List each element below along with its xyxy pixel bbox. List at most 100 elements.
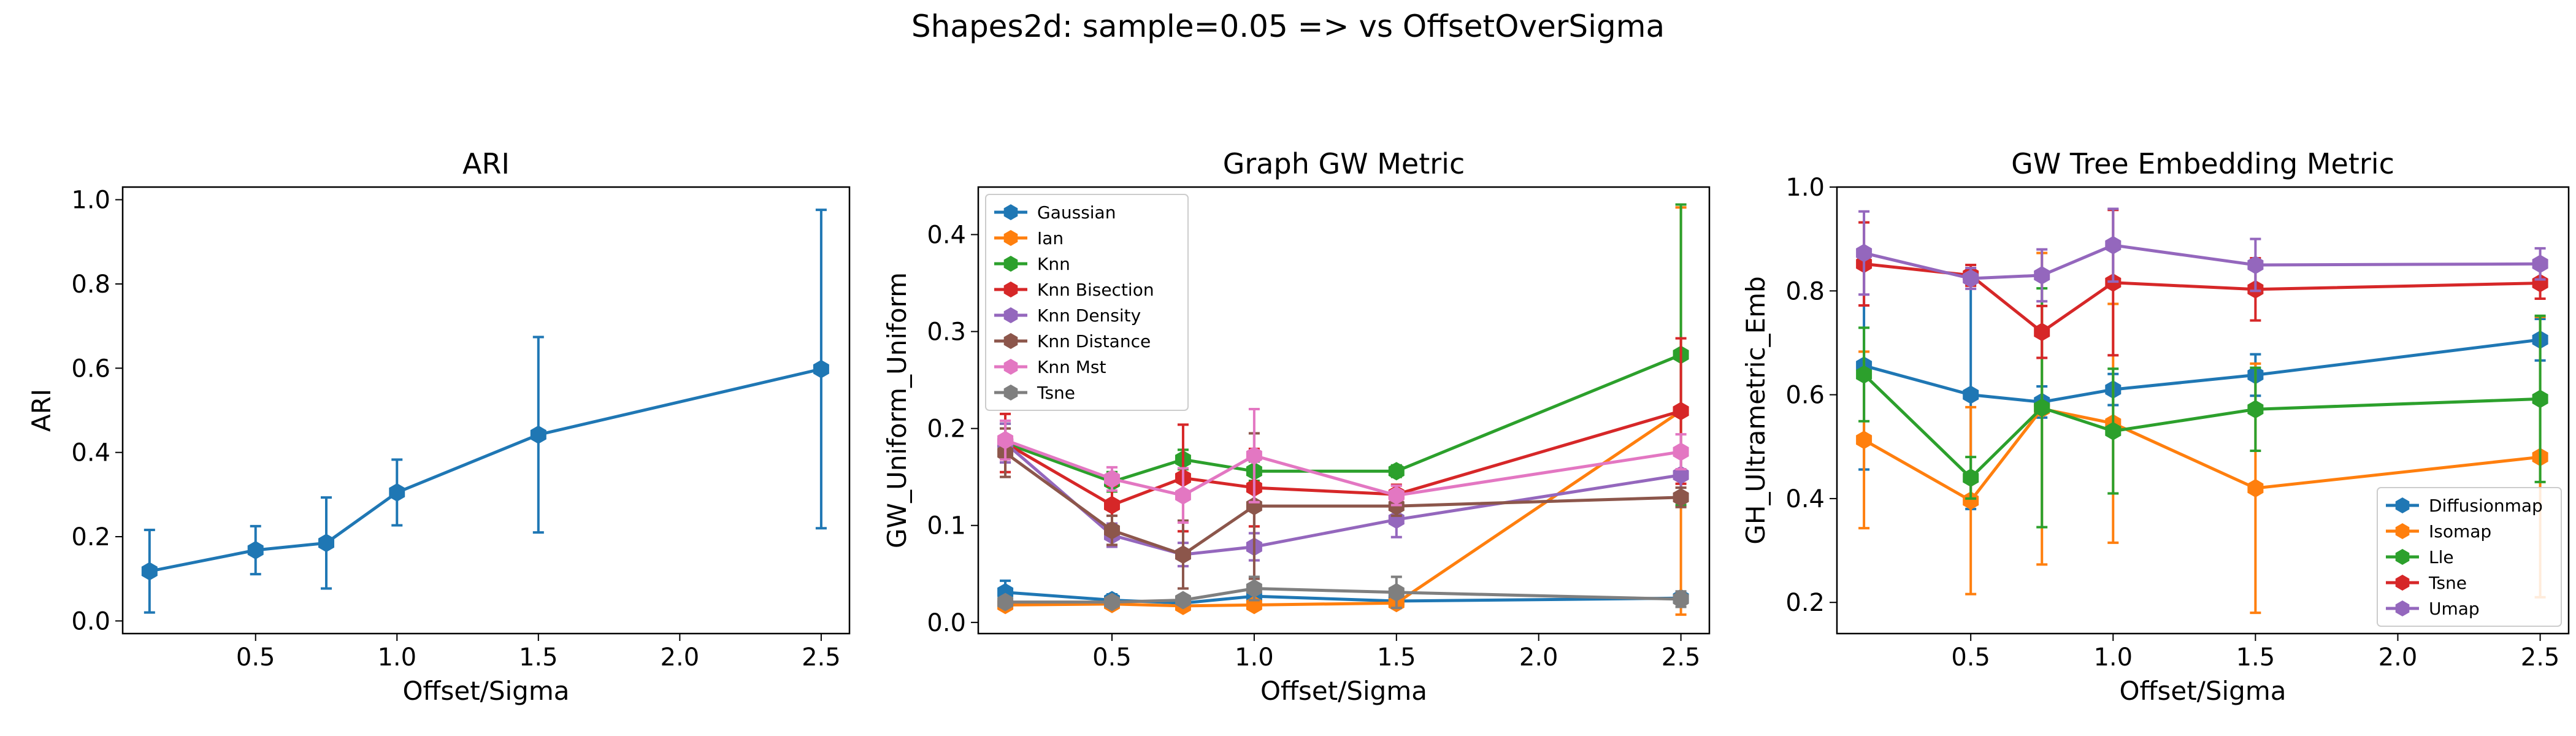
subplot-3: GW Tree Embedding Metric 0.5 1.0 1.5 2.0 2.5 0… xyxy=(1741,147,2570,706)
legend-swatch-marker xyxy=(1003,256,1018,272)
legend-item: Knn Bisection xyxy=(994,280,1154,300)
data-point xyxy=(1673,589,1689,608)
data-point xyxy=(1246,446,1262,465)
x-tick-label: 2.5 xyxy=(2521,643,2560,672)
data-point xyxy=(1963,469,1979,487)
legend-label: Gaussian xyxy=(1037,202,1116,223)
x-tick-label: 1.0 xyxy=(2093,643,2133,672)
y-tick-label: 0.4 xyxy=(1785,485,1825,513)
data-point xyxy=(2105,236,2122,255)
series-knn-distance xyxy=(997,427,1689,590)
x-tick-label: 0.5 xyxy=(1951,643,1990,672)
legend: Diffusionmap Isomap Lle Tsne Umap xyxy=(2377,487,2562,627)
data-point xyxy=(1104,521,1120,540)
x-axis-label: Offset/Sigma xyxy=(2120,676,2287,706)
subplots: ARI 0.5 1.0 1.5 2.0 2.5 0.0 0.2 0.4 0.6 0.8 1.0 Offs… xyxy=(26,147,2570,706)
legend-item: Knn Mst xyxy=(994,357,1106,377)
data-point xyxy=(997,431,1014,450)
data-point xyxy=(2034,398,2050,417)
data-point xyxy=(2532,255,2548,274)
data-point xyxy=(2105,421,2122,440)
y-tick-label: 0.4 xyxy=(71,439,110,467)
legend-label: Knn Bisection xyxy=(1037,280,1154,300)
legend-swatch-marker xyxy=(1003,385,1018,401)
y-tick-label: 1.0 xyxy=(1785,174,1825,202)
y-tick-label: 0.2 xyxy=(71,523,110,551)
data-point xyxy=(1388,462,1405,481)
data-point xyxy=(2247,479,2264,497)
figure-suptitle: Shapes2d: sample=0.05 => vs OffsetOverSi… xyxy=(911,9,1665,44)
data-point xyxy=(1175,591,1191,610)
series-umap xyxy=(1856,207,2548,303)
y-axis-label: ARI xyxy=(26,389,56,432)
y-tick-label: 0.8 xyxy=(1785,277,1825,305)
y-axis-label: GW_Uniform_Uniform xyxy=(882,272,912,548)
legend-label: Diffusionmap xyxy=(2429,496,2543,516)
plot-area xyxy=(1856,207,2548,615)
series-tsne xyxy=(997,575,1689,611)
legend-label: Knn Mst xyxy=(1037,357,1106,377)
series-line xyxy=(1005,353,1682,484)
series-line xyxy=(1004,409,1682,507)
y-tick-label: 0.8 xyxy=(71,270,110,299)
x-tick-label: 0.5 xyxy=(236,643,275,672)
series-line xyxy=(1005,591,1681,605)
series-lle xyxy=(1856,287,2548,529)
data-point xyxy=(1104,469,1120,488)
x-tick-label: 1.0 xyxy=(1235,643,1274,672)
legend-item: Lle xyxy=(2386,547,2454,567)
legend-item: Tsne xyxy=(2386,573,2467,593)
data-point xyxy=(141,562,158,581)
y-axis-label: GH_Ultrametric_Emb xyxy=(1741,276,1771,544)
series-diffusionmap xyxy=(1856,260,2548,510)
subplot-title: Graph GW Metric xyxy=(1223,147,1465,180)
legend-swatch-marker xyxy=(2395,549,2410,565)
series-line xyxy=(149,367,822,573)
data-point xyxy=(813,359,829,378)
data-point xyxy=(1388,486,1405,505)
series-line xyxy=(1005,439,1681,497)
x-tick-label: 1.5 xyxy=(519,643,558,672)
series-line xyxy=(1863,338,2540,404)
data-point xyxy=(1175,486,1191,505)
legend-swatch-marker xyxy=(1003,333,1018,349)
x-tick-label: 2.5 xyxy=(802,643,841,672)
legend-swatch-marker xyxy=(1003,204,1018,220)
legend-label: Umap xyxy=(2429,599,2480,619)
x-tick-label: 1.5 xyxy=(1377,643,1416,672)
plot-area xyxy=(997,203,1689,616)
data-point xyxy=(389,483,405,502)
data-point xyxy=(997,592,1014,611)
series-line xyxy=(1005,410,1682,608)
series-knn-density xyxy=(997,422,1689,568)
x-tick-label: 2.0 xyxy=(661,643,700,672)
series-series-0 xyxy=(141,209,829,614)
x-tick-label: 1.5 xyxy=(2236,643,2275,672)
data-point xyxy=(1104,592,1120,611)
legend-swatch-marker xyxy=(2395,600,2410,616)
data-point xyxy=(1856,365,1873,384)
legend-item: Knn Density xyxy=(994,305,1141,326)
series-tsne xyxy=(1856,209,2548,359)
data-point xyxy=(1104,496,1120,515)
legend-label: Knn xyxy=(1037,254,1070,274)
legend-swatch-marker xyxy=(1003,282,1018,297)
series-line xyxy=(1863,407,2540,503)
series-line xyxy=(1004,451,1681,556)
subplot-title: ARI xyxy=(462,147,510,180)
legend-label: Knn Density xyxy=(1037,305,1141,326)
legend: Gaussian Ian Knn Knn Bisection Knn Density Kn… xyxy=(985,194,1189,411)
y-tick-label: 0.2 xyxy=(1785,589,1825,617)
legend-box xyxy=(2377,487,2562,627)
x-tick-label: 2.5 xyxy=(1662,643,1701,672)
data-point xyxy=(1856,243,1873,263)
legend-swatch-marker xyxy=(2395,575,2410,591)
series-line xyxy=(1863,243,2540,280)
data-point xyxy=(2247,400,2264,419)
data-point xyxy=(1175,545,1191,564)
plot-area xyxy=(141,209,829,614)
legend-item: Knn Distance xyxy=(994,331,1151,351)
legend-item: Knn xyxy=(994,254,1070,274)
y-tick-label: 0.0 xyxy=(927,609,966,637)
legend-label: Lle xyxy=(2429,547,2454,567)
